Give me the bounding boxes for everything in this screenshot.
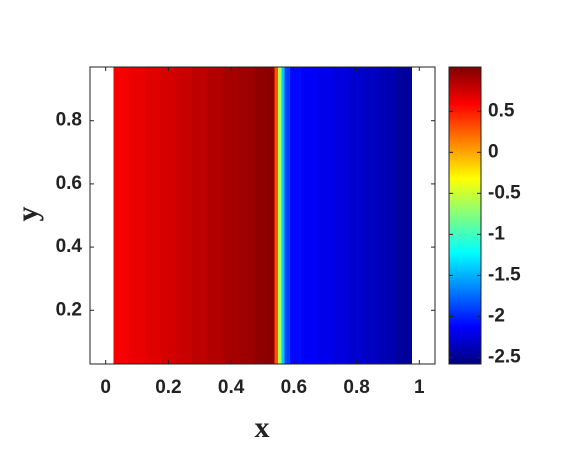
x-tick-label: 0.6 bbox=[281, 377, 307, 398]
x-tick-label: 0.8 bbox=[343, 377, 369, 398]
heatmap-cell bbox=[364, 67, 381, 364]
heatmap-cell bbox=[278, 67, 282, 364]
x-tick-label: 0.2 bbox=[155, 377, 181, 398]
colorbar bbox=[448, 66, 482, 365]
heatmap-cell bbox=[144, 67, 162, 364]
heatmap-cell bbox=[113, 67, 130, 364]
heatmap-cell bbox=[317, 67, 334, 364]
heatmap-cell bbox=[348, 67, 366, 364]
y-tick-label: 0.6 bbox=[56, 173, 82, 194]
heatmap-cell bbox=[284, 67, 291, 364]
heatmap-cell bbox=[289, 67, 303, 364]
heatmap-cell bbox=[191, 67, 209, 364]
colorbar-tick-label: -1 bbox=[488, 223, 505, 244]
heatmap-cell bbox=[301, 67, 318, 364]
heatmap-cell bbox=[380, 67, 397, 364]
colorbar-tick-label: 0.5 bbox=[488, 100, 515, 121]
y-tick-label: 0.2 bbox=[56, 299, 82, 320]
y-tick-label: 0.4 bbox=[56, 236, 83, 257]
colorbar-tick-label: -1.5 bbox=[488, 264, 521, 285]
heatmap-cell bbox=[254, 67, 268, 364]
colorbar-tick-label: -2.5 bbox=[488, 346, 521, 367]
heatmap-cell bbox=[395, 67, 413, 364]
heatmap-cell bbox=[129, 67, 146, 364]
y-axis-label: y bbox=[11, 207, 44, 222]
heatmap-cell bbox=[223, 67, 240, 364]
heatmap-cell bbox=[281, 67, 286, 364]
heatmap-cell bbox=[274, 67, 279, 364]
colorbar-tick-label: 0 bbox=[488, 141, 499, 162]
axes-box bbox=[89, 66, 436, 365]
colorbar-tick-label: -0.5 bbox=[488, 182, 521, 203]
x-tick-label: 0 bbox=[100, 377, 111, 398]
x-tick-label: 1 bbox=[414, 377, 425, 398]
colorbar-tick-label: -2 bbox=[488, 305, 505, 326]
heatmap-cell bbox=[238, 67, 256, 364]
heatmap-cell bbox=[267, 67, 275, 364]
x-axis-label: x bbox=[255, 411, 270, 444]
heatmap-cell bbox=[333, 67, 350, 364]
heatmap-cell bbox=[176, 67, 193, 364]
y-tick-label: 0.8 bbox=[56, 110, 82, 131]
heatmap-cell bbox=[207, 67, 224, 364]
heatmap-cell bbox=[160, 67, 177, 364]
x-tick-label: 0.4 bbox=[218, 377, 245, 398]
